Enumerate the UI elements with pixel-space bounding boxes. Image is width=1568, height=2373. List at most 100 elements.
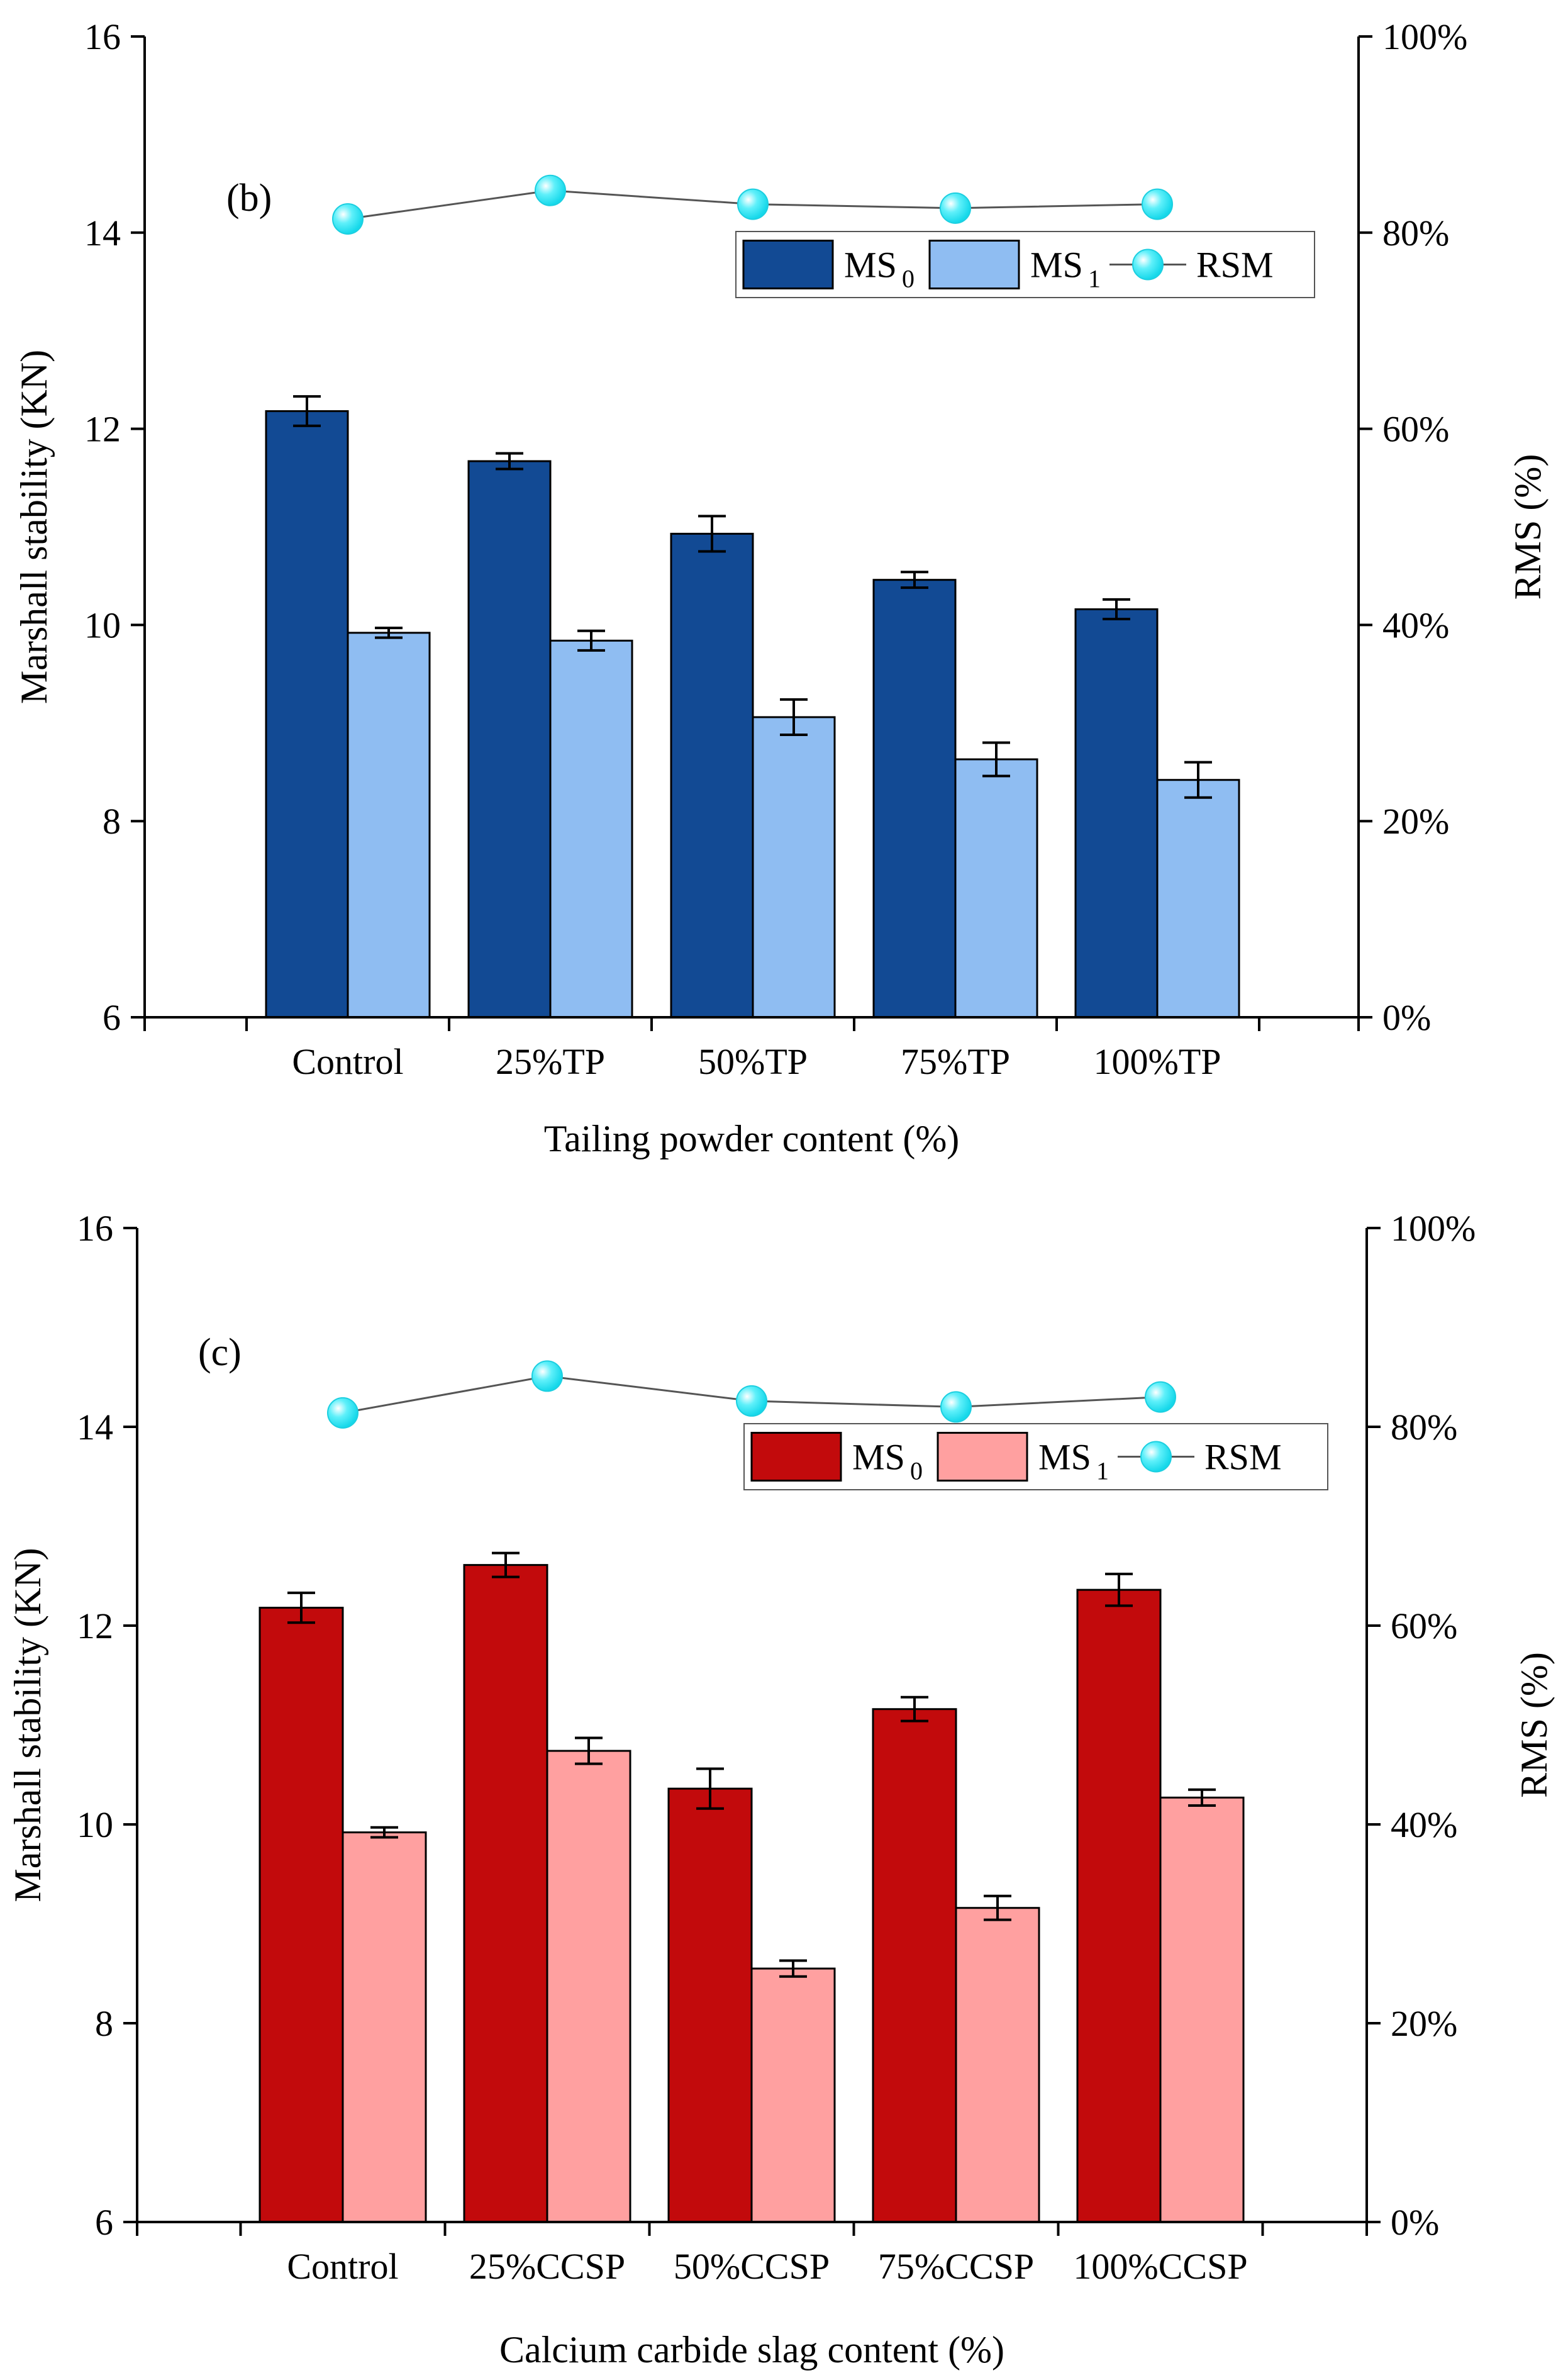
y2-tick-label: 100% xyxy=(1391,1208,1476,1249)
rsm-point-75tp xyxy=(940,192,971,224)
y-tick-label: 12 xyxy=(77,1605,113,1646)
y2-tick-label: 80% xyxy=(1391,1407,1457,1448)
error-bar xyxy=(287,1591,315,1624)
error-bar xyxy=(901,1695,928,1723)
x-category-label: 75%TP xyxy=(901,1041,1010,1082)
x-category-label: 75%CCSP xyxy=(878,2246,1034,2287)
error-bar xyxy=(1105,1572,1133,1607)
error-bar xyxy=(1184,761,1212,799)
legend-label: RSM xyxy=(1196,245,1274,286)
bar-ms0-control xyxy=(265,410,349,1019)
legend-label: MS xyxy=(1030,245,1083,286)
rsm-point-50tp xyxy=(737,188,769,220)
x-category-label: 25%TP xyxy=(496,1041,605,1082)
y-tick-label: 16 xyxy=(77,1208,113,1249)
legend-swatch-ms0 xyxy=(742,240,834,289)
y-tick-label: 16 xyxy=(84,16,121,57)
legend-swatch-ms1 xyxy=(937,1432,1028,1482)
bar-ms0-100ccsp xyxy=(1076,1589,1162,2223)
bar-ms1-75ccsp xyxy=(955,1907,1040,2223)
x-category-label: Control xyxy=(287,2246,398,2287)
x-category-label: 50%CCSP xyxy=(674,2246,830,2287)
bar-ms1-25tp xyxy=(549,639,633,1019)
y-axis-title: Marshall stability (KN) xyxy=(7,1548,48,1902)
bar-ms0-75tp xyxy=(872,579,957,1019)
y2-tick-label: 20% xyxy=(1382,801,1449,842)
y2-axis-title: RMS (%) xyxy=(1507,454,1549,600)
bar-ms1-25ccsp xyxy=(546,1750,631,2223)
y-tick-label: 14 xyxy=(84,213,121,254)
rsm-point-control xyxy=(332,203,364,235)
y2-tick-label: 60% xyxy=(1391,1605,1457,1646)
bar-ms0-50ccsp xyxy=(667,1787,753,2223)
x-category-label: 100%CCSP xyxy=(1073,2246,1247,2287)
y2-tick-label: 40% xyxy=(1382,605,1449,645)
y2-tick-label: 60% xyxy=(1382,409,1449,450)
y2-tick-label: 80% xyxy=(1382,213,1449,254)
y2-tick-label: 0% xyxy=(1391,2202,1439,2243)
y-tick-label: 8 xyxy=(95,2003,113,2044)
legend-swatch-ms0 xyxy=(750,1432,842,1482)
bar-ms1-control xyxy=(342,1831,427,2223)
bar-ms1-50tp xyxy=(752,716,836,1019)
error-bar xyxy=(780,698,808,737)
rsm-point-100ccsp xyxy=(1145,1381,1176,1413)
rsm-point-50ccsp xyxy=(736,1385,767,1417)
legend-swatch-ms1 xyxy=(928,240,1020,289)
error-bar xyxy=(575,1736,603,1765)
legend-marker-rsm xyxy=(1140,1441,1172,1473)
bar-ms1-75tp xyxy=(954,758,1038,1019)
error-bar xyxy=(375,627,403,639)
bar-ms1-100tp xyxy=(1156,779,1240,1019)
legend: MS 0 MS 1 RSM xyxy=(743,1423,1328,1490)
error-bar xyxy=(1103,598,1130,621)
y-tick-label: 10 xyxy=(84,605,121,645)
legend-label: MS xyxy=(844,245,897,286)
legend-label-subscript: 0 xyxy=(910,1457,923,1485)
legend: MS 0 MS 1 RSM xyxy=(735,231,1315,298)
y-tick-label: 6 xyxy=(95,2202,113,2243)
y2-tick-label: 100% xyxy=(1382,16,1467,57)
legend-label-subscript: 1 xyxy=(1088,265,1101,293)
x-category-label: 50%TP xyxy=(698,1041,808,1082)
bar-ms1-50ccsp xyxy=(750,1967,836,2223)
x-axis-title: Calcium carbide slag content (%) xyxy=(499,2329,1004,2370)
rsm-point-25tp xyxy=(535,174,566,206)
panel-label: (b) xyxy=(226,177,272,220)
legend-label: MS xyxy=(1038,1437,1091,1478)
bar-ms0-25ccsp xyxy=(463,1564,548,2223)
legend-label-subscript: 0 xyxy=(902,265,915,293)
error-bar xyxy=(496,452,523,471)
bar-ms0-control xyxy=(259,1607,344,2223)
x-category-label: Control xyxy=(292,1041,403,1082)
y-tick-label: 12 xyxy=(84,409,121,450)
x-category-label: 25%CCSP xyxy=(469,2246,625,2287)
bar-ms1-control xyxy=(347,632,431,1019)
y-tick-label: 10 xyxy=(77,1804,113,1845)
panel-label: (c) xyxy=(198,1331,242,1374)
legend-label-subscript: 1 xyxy=(1096,1457,1109,1485)
error-bar xyxy=(370,1826,398,1839)
error-bar xyxy=(1188,1788,1216,1807)
error-bar xyxy=(293,395,321,427)
rsm-point-75ccsp xyxy=(940,1391,972,1423)
x-category-label: 100%TP xyxy=(1094,1041,1221,1082)
error-bar xyxy=(901,571,928,589)
y2-axis-title: RMS (%) xyxy=(1513,1652,1555,1798)
y2-tick-label: 40% xyxy=(1391,1804,1457,1845)
error-bar xyxy=(982,741,1010,778)
legend-label: MS xyxy=(852,1437,905,1478)
bar-ms0-50tp xyxy=(670,532,754,1019)
bar-ms0-75ccsp xyxy=(872,1708,957,2223)
rsm-point-25ccsp xyxy=(531,1360,563,1392)
bar-ms0-25tp xyxy=(467,460,552,1019)
y2-tick-label: 0% xyxy=(1382,997,1431,1038)
y2-tick-label: 20% xyxy=(1391,2003,1457,2044)
rsm-point-control xyxy=(327,1397,359,1429)
error-bar xyxy=(696,1767,724,1810)
error-bar xyxy=(984,1894,1011,1921)
error-bar xyxy=(698,515,726,553)
